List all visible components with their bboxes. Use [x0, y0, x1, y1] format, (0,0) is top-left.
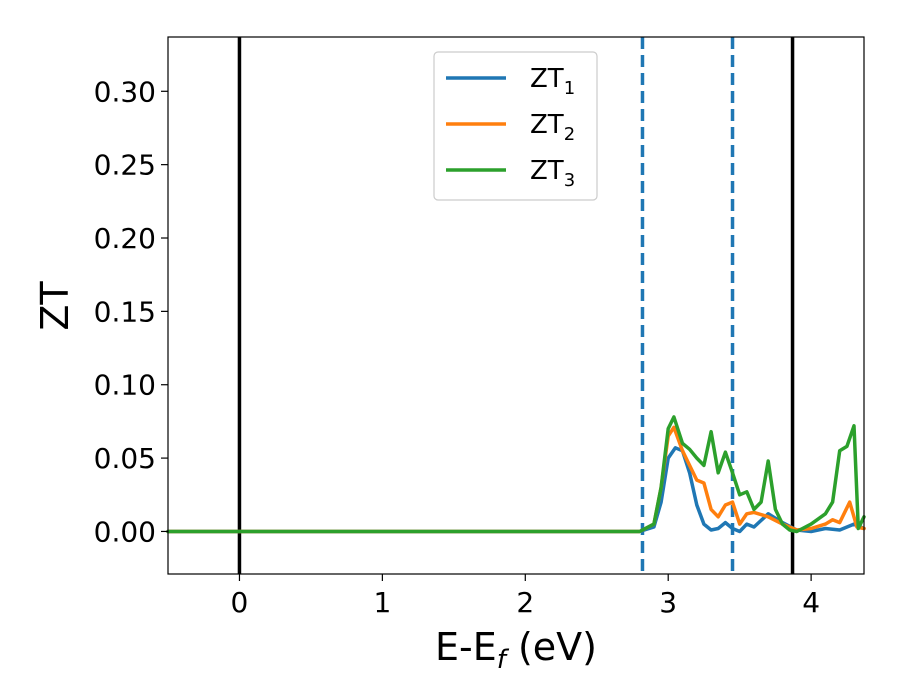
series-layer — [166, 415, 866, 534]
plot-frame — [167, 36, 865, 575]
x-tick-label: 0 — [231, 586, 249, 619]
legend-label-zt2: ZT2 — [530, 110, 575, 145]
series-line-zt1 — [166, 446, 866, 534]
legend: ZT1 ZT2 ZT3 — [433, 51, 598, 201]
y-tick-label: 0.30 — [94, 75, 156, 108]
x-tick-label: 3 — [659, 586, 677, 619]
y-tick-label: 0.00 — [94, 515, 156, 548]
x-tick-label: 2 — [516, 586, 534, 619]
y-tick-label: 0.05 — [94, 442, 156, 475]
series-line-zt2 — [166, 425, 866, 534]
x-axis-title: E-Ef (eV) — [435, 625, 597, 675]
x-tick-label: 1 — [373, 586, 391, 619]
legend-label-zt1: ZT1 — [530, 64, 575, 99]
y-axis-title: ZT — [33, 281, 77, 331]
y-tick-label: 0.15 — [94, 295, 156, 328]
legend-label-zt3: ZT3 — [530, 156, 575, 191]
vertical-reference-lines — [237, 37, 795, 574]
legend-box — [433, 51, 598, 201]
y-tick-label: 0.10 — [94, 369, 156, 402]
x-tick-label: 4 — [802, 586, 820, 619]
series-line-zt3 — [166, 415, 866, 534]
x-axis-title-unit: (eV) — [506, 625, 597, 669]
x-axis-ticks: 0 1 2 3 4 — [231, 574, 820, 619]
y-tick-label: 0.25 — [94, 149, 156, 182]
y-tick-label: 0.20 — [94, 222, 156, 255]
y-axis-ticks: 0.00 0.05 0.10 0.15 0.20 0.25 0.30 — [94, 75, 168, 548]
